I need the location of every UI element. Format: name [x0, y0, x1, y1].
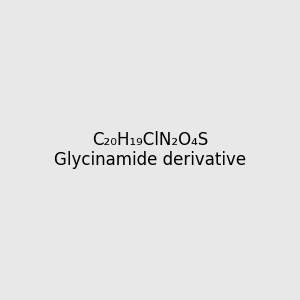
Text: C₂₀H₁₉ClN₂O₄S
Glycinamide derivative: C₂₀H₁₉ClN₂O₄S Glycinamide derivative: [54, 130, 246, 170]
